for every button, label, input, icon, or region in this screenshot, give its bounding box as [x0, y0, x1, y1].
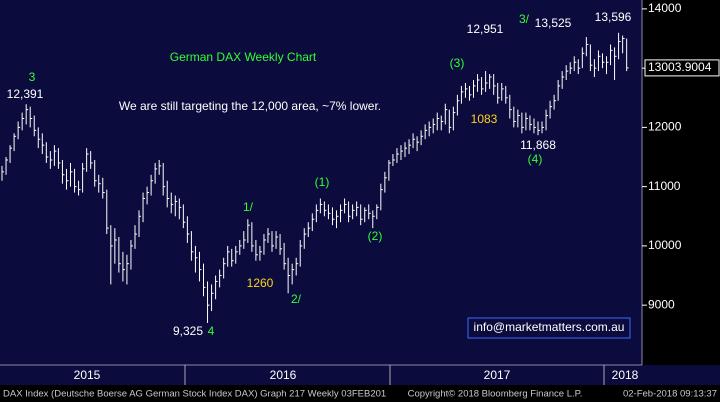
x-axis-band [0, 365, 720, 385]
footer-left: DAX Index (Deutsche Boerse AG German Sto… [3, 389, 386, 400]
chart-subtitle: We are still targeting the 12,000 area, … [119, 99, 381, 113]
annotation: (4) [528, 152, 543, 166]
y-tick-label: 12000 [648, 120, 682, 134]
y-tick-label: 14000 [648, 1, 682, 15]
annotation: (2) [368, 229, 383, 243]
x-tick-label: 2015 [74, 368, 101, 382]
y-tick-label: 11000 [648, 179, 681, 193]
annotation: 1083 [471, 112, 498, 126]
annotation: 1/ [243, 200, 254, 214]
annotation: 12,951 [467, 22, 504, 36]
annotation: (1) [315, 175, 330, 189]
x-tick-label: 2016 [270, 368, 297, 382]
plot-area [0, 0, 642, 365]
y-tick-label: 10000 [648, 238, 682, 252]
y-tick-label: 9000 [648, 297, 675, 311]
annotation: 11,868 [520, 138, 556, 152]
annotation: 12,391 [7, 87, 44, 101]
footer-right: 02-Feb-2018 09:13:37 [623, 389, 717, 400]
annotation: 4 [208, 324, 215, 338]
annotation: 3/ [519, 12, 530, 26]
chart-title: German DAX Weekly Chart [170, 50, 317, 64]
footer-center: Copyright© 2018 Bloomberg Finance L.P. [408, 389, 583, 400]
annotation: 1260 [247, 276, 274, 290]
x-tick-label: 2017 [484, 368, 511, 382]
annotation: 9,325 [173, 324, 203, 338]
x-tick-label: 2018 [612, 368, 639, 382]
annotation: 2/ [291, 292, 302, 306]
last-price-label: 13003.9004 [648, 60, 712, 74]
annotation: (3) [450, 56, 465, 70]
watermark: info@marketmatters.com.au [474, 320, 625, 334]
annotation: 13,596 [595, 10, 632, 24]
watermark-box [467, 317, 631, 339]
annotation: 13,525 [535, 16, 572, 30]
last-price-box [644, 59, 720, 77]
annotation: 3 [29, 70, 36, 84]
